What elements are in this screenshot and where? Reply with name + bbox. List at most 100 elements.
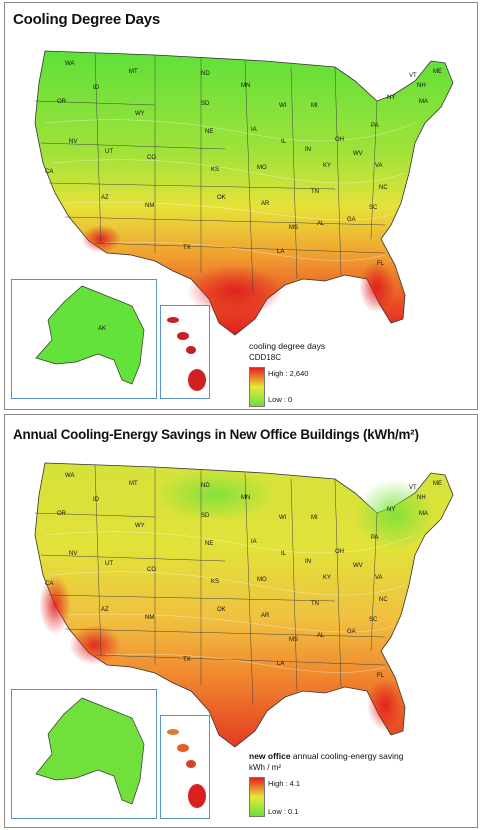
state-label-va: VA: [375, 163, 383, 169]
state-label-tx: TX: [183, 657, 191, 663]
state-label-mn: MN: [241, 495, 250, 501]
state-label-tn: TN: [311, 189, 319, 195]
state-label-mi: MI: [311, 103, 318, 109]
state-label-sc: SC: [369, 205, 378, 211]
state-label-wv: WV: [353, 563, 363, 569]
state-label-mo: MO: [257, 577, 267, 583]
state-label-ms: MS: [289, 637, 298, 643]
legend-color-bar: [249, 777, 265, 817]
legend-color-bar: [249, 367, 265, 407]
map-title: Annual Cooling-Energy Savings in New Off…: [13, 427, 419, 442]
state-label-al: AL: [317, 221, 325, 227]
state-label-mo: MO: [257, 165, 267, 171]
state-label-nd: ND: [201, 483, 210, 489]
state-label-la: LA: [277, 249, 284, 255]
legend-caption: cooling degree days: [249, 341, 326, 351]
state-label-id: ID: [93, 497, 100, 503]
state-label-nm: NM: [145, 615, 154, 621]
state-label-id: ID: [93, 85, 100, 91]
state-label-al: AL: [317, 633, 325, 639]
cdd-map: WA OR ID MT ND MN WI SD WY NE IA IL MI NY VT ME NH MA NV UT…: [34, 50, 454, 336]
state-label-wa: WA: [65, 61, 74, 67]
state-label-nc: NC: [379, 185, 388, 191]
state-label-ok: OK: [217, 607, 226, 613]
state-label-ga: GA: [347, 629, 356, 635]
legend-low: Low : 0: [268, 395, 293, 404]
state-label-oh: OH: [335, 549, 344, 555]
state-label-wy: WY: [135, 523, 145, 529]
state-label-ks: KS: [211, 579, 219, 585]
state-label-ks: KS: [211, 167, 219, 173]
hawaii-inset: [160, 715, 210, 819]
state-label-nc: NC: [379, 597, 388, 603]
state-label-co: CO: [147, 567, 156, 573]
state-label-wy: WY: [135, 111, 145, 117]
state-label-mi: MI: [311, 515, 318, 521]
map-title: Cooling Degree Days: [13, 11, 161, 28]
hawaii-inset: [160, 305, 210, 399]
state-label-nv: NV: [69, 551, 77, 557]
savings-legend: new office annual cooling-energy saving …: [249, 751, 449, 821]
state-label-il: IL: [281, 551, 287, 557]
state-label-in: IN: [305, 147, 311, 153]
state-label-nm: NM: [145, 203, 154, 209]
state-label-ar: AR: [261, 613, 270, 619]
state-label-co: CO: [147, 155, 156, 161]
state-label-nh: NH: [417, 83, 426, 89]
state-label-ma: MA: [419, 99, 428, 105]
state-label-ut: UT: [105, 149, 113, 155]
state-label-mt: MT: [129, 481, 138, 487]
state-label-ne: NE: [205, 129, 213, 135]
state-label-oh: OH: [335, 137, 344, 143]
legend-unit: CDD18C: [249, 353, 282, 362]
state-label-ny: NY: [387, 95, 395, 101]
state-label-va: VA: [375, 575, 383, 581]
state-label-la: LA: [277, 661, 284, 667]
cooling-degree-days-panel: Cooling Degree Days: [4, 2, 478, 410]
state-label-ia: IA: [251, 127, 257, 133]
cdd-legend: cooling degree days CDD18C High : 2,640 …: [249, 341, 429, 407]
state-label-wi: WI: [279, 103, 287, 109]
state-label-mn: MN: [241, 83, 250, 89]
state-label-ky: KY: [323, 163, 331, 169]
state-label-az: AZ: [101, 607, 109, 613]
state-label-ms: MS: [289, 225, 298, 231]
state-label-ky: KY: [323, 575, 331, 581]
state-label-sd: SD: [201, 101, 210, 107]
state-label-me: ME: [433, 69, 442, 75]
state-label-fl: FL: [377, 261, 385, 267]
state-label-pa: PA: [371, 123, 379, 129]
state-label-ga: GA: [347, 217, 356, 223]
state-label-or: OR: [57, 511, 67, 517]
state-label-fl: FL: [377, 673, 385, 679]
state-label-wa: WA: [65, 473, 74, 479]
state-label-ut: UT: [105, 561, 113, 567]
state-label-sc: SC: [369, 617, 378, 623]
state-label-ma: MA: [419, 511, 428, 517]
state-label-tn: TN: [311, 601, 319, 607]
legend-high: High : 2,640: [268, 369, 309, 378]
state-label-vt: VT: [409, 73, 417, 79]
state-label-ca: CA: [45, 169, 53, 175]
state-label-me: ME: [433, 481, 442, 487]
cooling-energy-savings-panel: Annual Cooling-Energy Savings in New Off…: [4, 414, 478, 828]
legend-low: Low : 0.1: [268, 807, 299, 816]
ak-label: AK: [98, 326, 106, 332]
savings-map: WA OR ID MT ND MN WI SD WY NE IA IL MI NY VT ME NH MA NV UT…: [34, 462, 454, 748]
state-label-sd: SD: [201, 513, 210, 519]
state-label-wi: WI: [279, 515, 287, 521]
state-label-pa: PA: [371, 535, 379, 541]
state-label-nv: NV: [69, 139, 77, 145]
alaska-inset: [11, 689, 157, 819]
alaska-inset: AK: [11, 279, 157, 399]
state-label-ny: NY: [387, 507, 395, 513]
state-label-ok: OK: [217, 195, 226, 201]
state-label-ca: CA: [45, 581, 53, 587]
state-label-nd: ND: [201, 71, 210, 77]
legend-high: High : 4.1: [268, 779, 301, 788]
legend-caption: new office annual cooling-energy saving: [249, 751, 404, 761]
state-label-nh: NH: [417, 495, 426, 501]
state-label-vt: VT: [409, 485, 417, 491]
state-label-az: AZ: [101, 195, 109, 201]
state-label-in: IN: [305, 559, 311, 565]
